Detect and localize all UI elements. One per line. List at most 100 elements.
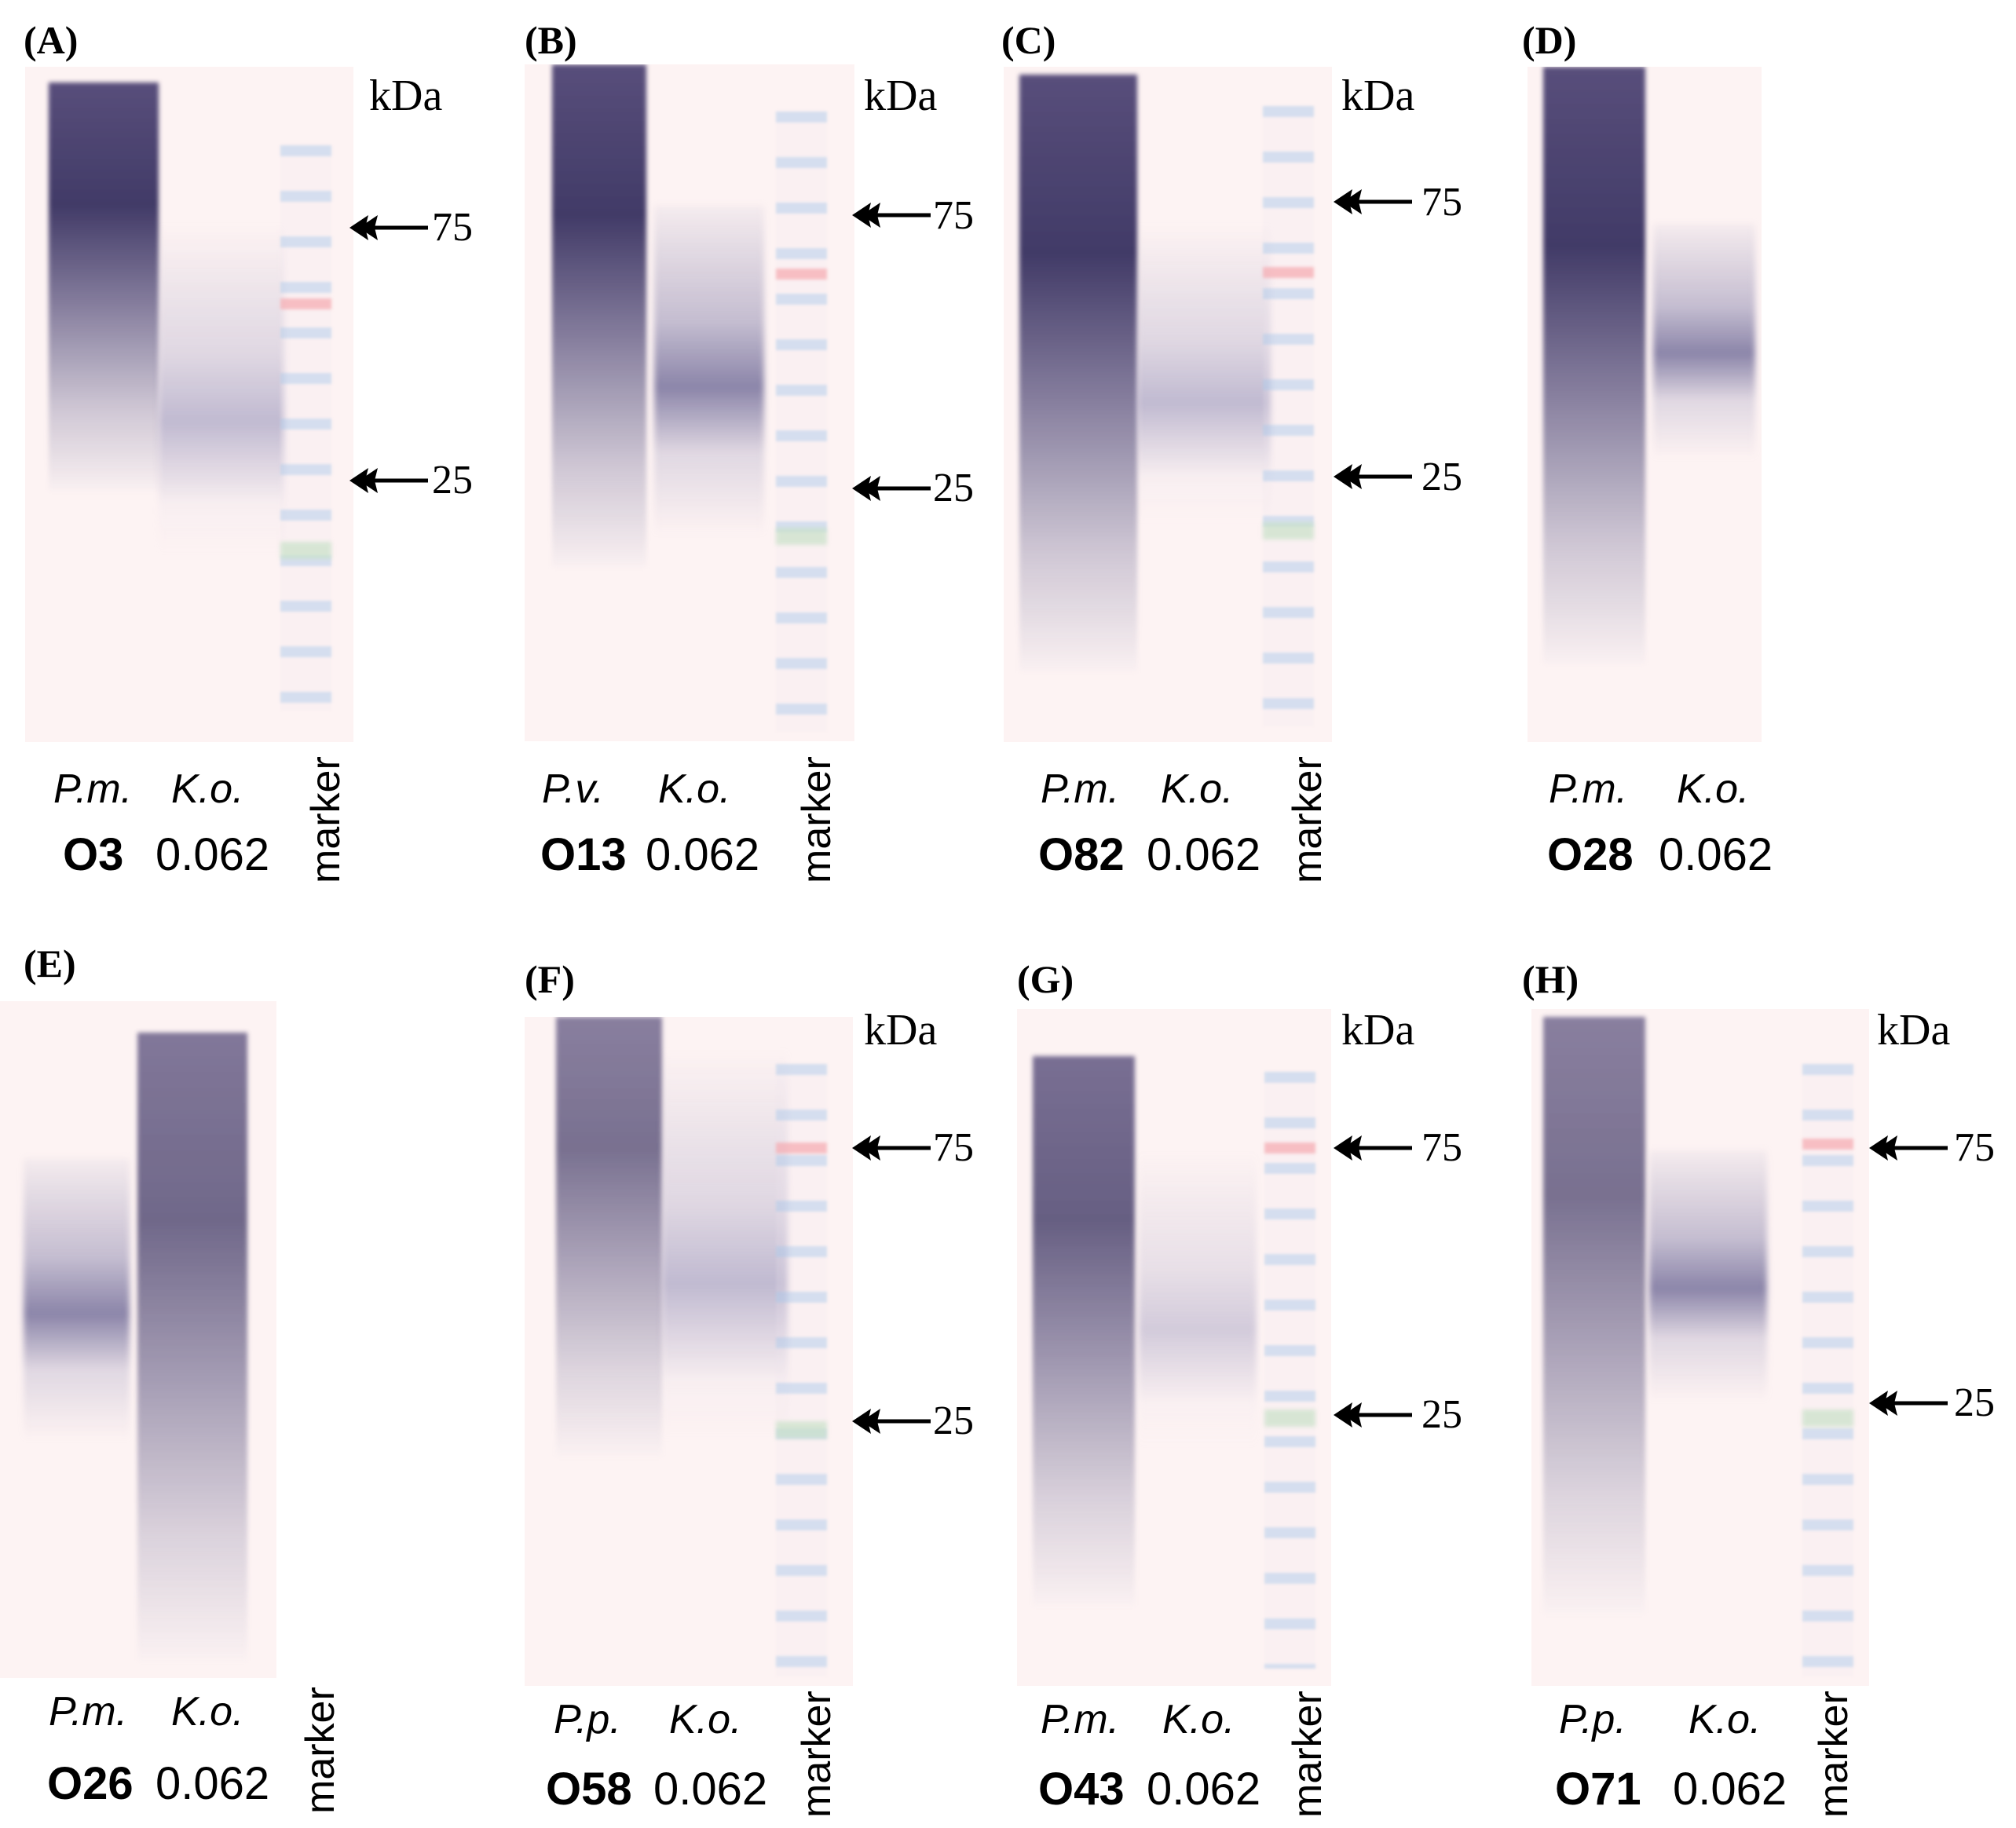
dose-label: 0.062 <box>1659 829 1773 880</box>
serotype-label: O3 <box>63 829 124 880</box>
lane1-label: P.m. <box>1549 766 1628 812</box>
dose-label: 0.062 <box>653 1764 768 1815</box>
dose-label: 0.062 <box>155 829 270 880</box>
lane2-label: K.o. <box>171 766 244 812</box>
lane2-label: K.o. <box>1161 766 1234 812</box>
arrow-75-icon <box>1334 185 1412 219</box>
lane-marker <box>1264 1072 1315 1669</box>
panel-letter: (A) <box>24 18 79 62</box>
lane1-label: P.m. <box>1041 766 1120 812</box>
mw-25-label: 25 <box>1421 1392 1462 1437</box>
arrow-25-icon <box>1334 1398 1412 1432</box>
mw-25-label: 25 <box>432 458 473 503</box>
mw-75-label: 75 <box>933 193 974 238</box>
lane-ko <box>662 1048 788 1441</box>
lane-ko <box>1649 1150 1767 1402</box>
arrow-25-icon <box>852 471 931 506</box>
serotype-label: O82 <box>1038 829 1125 880</box>
lane-sample <box>556 1017 662 1457</box>
blot-image <box>0 1001 276 1678</box>
serotype-label: O71 <box>1555 1764 1641 1815</box>
serotype-label: O26 <box>47 1758 134 1809</box>
lane-sample <box>1543 1017 1645 1614</box>
lane1-label: P.m. <box>49 1689 128 1735</box>
arrow-75-icon <box>349 210 428 245</box>
serotype-label: O43 <box>1038 1764 1125 1815</box>
dose-label: 0.062 <box>155 1758 270 1809</box>
marker-label: marker <box>1811 1691 1857 1818</box>
serotype-label: O13 <box>540 829 627 880</box>
blot-image <box>1017 1009 1331 1686</box>
units-label: kDa <box>1341 1006 1415 1055</box>
lane1-label: P.m. <box>1041 1697 1120 1742</box>
lane-sample <box>49 82 159 491</box>
marker-label: marker <box>1285 1691 1330 1818</box>
panel-letter: (B) <box>525 18 577 62</box>
blot-image <box>1531 1009 1869 1686</box>
lane-sample <box>24 1158 130 1441</box>
arrow-25-icon <box>1869 1386 1948 1420</box>
panel-letter: (G) <box>1017 957 1074 1001</box>
lane-ko <box>1137 224 1271 522</box>
lane-marker <box>1263 106 1314 726</box>
lane2-label: K.o. <box>1162 1697 1235 1742</box>
panel-letter: (C) <box>1001 18 1056 62</box>
lane-sample <box>1543 67 1645 664</box>
arrow-25-icon <box>1334 459 1412 494</box>
arrow-75-icon <box>1869 1131 1948 1165</box>
arrow-75-icon <box>852 1131 931 1165</box>
lane2-label: K.o. <box>171 1689 244 1735</box>
mw-75-label: 75 <box>933 1125 974 1170</box>
blot-image <box>25 67 353 742</box>
lane1-label: P.m. <box>53 766 133 812</box>
panel-letter: (F) <box>525 957 575 1001</box>
units-label: kDa <box>369 71 443 120</box>
lane2-label: K.o. <box>1677 766 1750 812</box>
units-label: kDa <box>1341 71 1415 120</box>
lane1-label: P.p. <box>554 1697 621 1742</box>
mw-25-label: 25 <box>1421 455 1462 499</box>
units-label: kDa <box>864 1006 938 1055</box>
blot-image <box>1004 67 1332 742</box>
panel-letter: (H) <box>1522 957 1579 1001</box>
panel-letter: (E) <box>24 941 76 985</box>
mw-25-label: 25 <box>933 1398 974 1443</box>
marker-label: marker <box>794 756 840 883</box>
lane1-label: P.v. <box>542 766 605 812</box>
lane-ko <box>1139 1150 1257 1449</box>
serotype-label: O58 <box>546 1764 632 1815</box>
serotype-label: O28 <box>1547 829 1634 880</box>
mw-75-label: 75 <box>432 205 473 250</box>
blot-image <box>525 64 854 741</box>
dose-label: 0.062 <box>1147 1764 1261 1815</box>
lane-marker <box>280 145 331 711</box>
mw-75-label: 75 <box>1421 1125 1462 1170</box>
lane2-label: K.o. <box>658 766 731 812</box>
dose-label: 0.062 <box>1673 1764 1787 1815</box>
mw-25-label: 25 <box>1954 1380 1995 1425</box>
lane-marker <box>1802 1064 1853 1676</box>
units-label: kDa <box>864 71 938 120</box>
lane-ko <box>137 1033 247 1661</box>
dose-label: 0.062 <box>646 829 760 880</box>
lane-marker <box>776 1064 827 1676</box>
arrow-75-icon <box>1334 1131 1412 1165</box>
arrow-75-icon <box>852 198 931 232</box>
arrow-25-icon <box>852 1404 931 1439</box>
lane-ko <box>654 206 764 536</box>
lane-sample <box>1033 1056 1135 1606</box>
lane-sample <box>552 64 646 567</box>
marker-label: marker <box>303 756 349 883</box>
lane2-label: K.o. <box>1689 1697 1762 1742</box>
lane-ko <box>159 224 284 554</box>
blot-image <box>1528 67 1762 742</box>
blot-image <box>525 1017 853 1686</box>
lane1-label: P.p. <box>1559 1697 1626 1742</box>
marker-label: marker <box>1285 756 1330 883</box>
mw-75-label: 75 <box>1421 180 1462 225</box>
units-label: kDa <box>1877 1006 1951 1055</box>
panel-letter: (D) <box>1522 18 1577 62</box>
lane-sample <box>1019 75 1137 671</box>
marker-label: marker <box>298 1687 343 1814</box>
dose-label: 0.062 <box>1147 829 1261 880</box>
